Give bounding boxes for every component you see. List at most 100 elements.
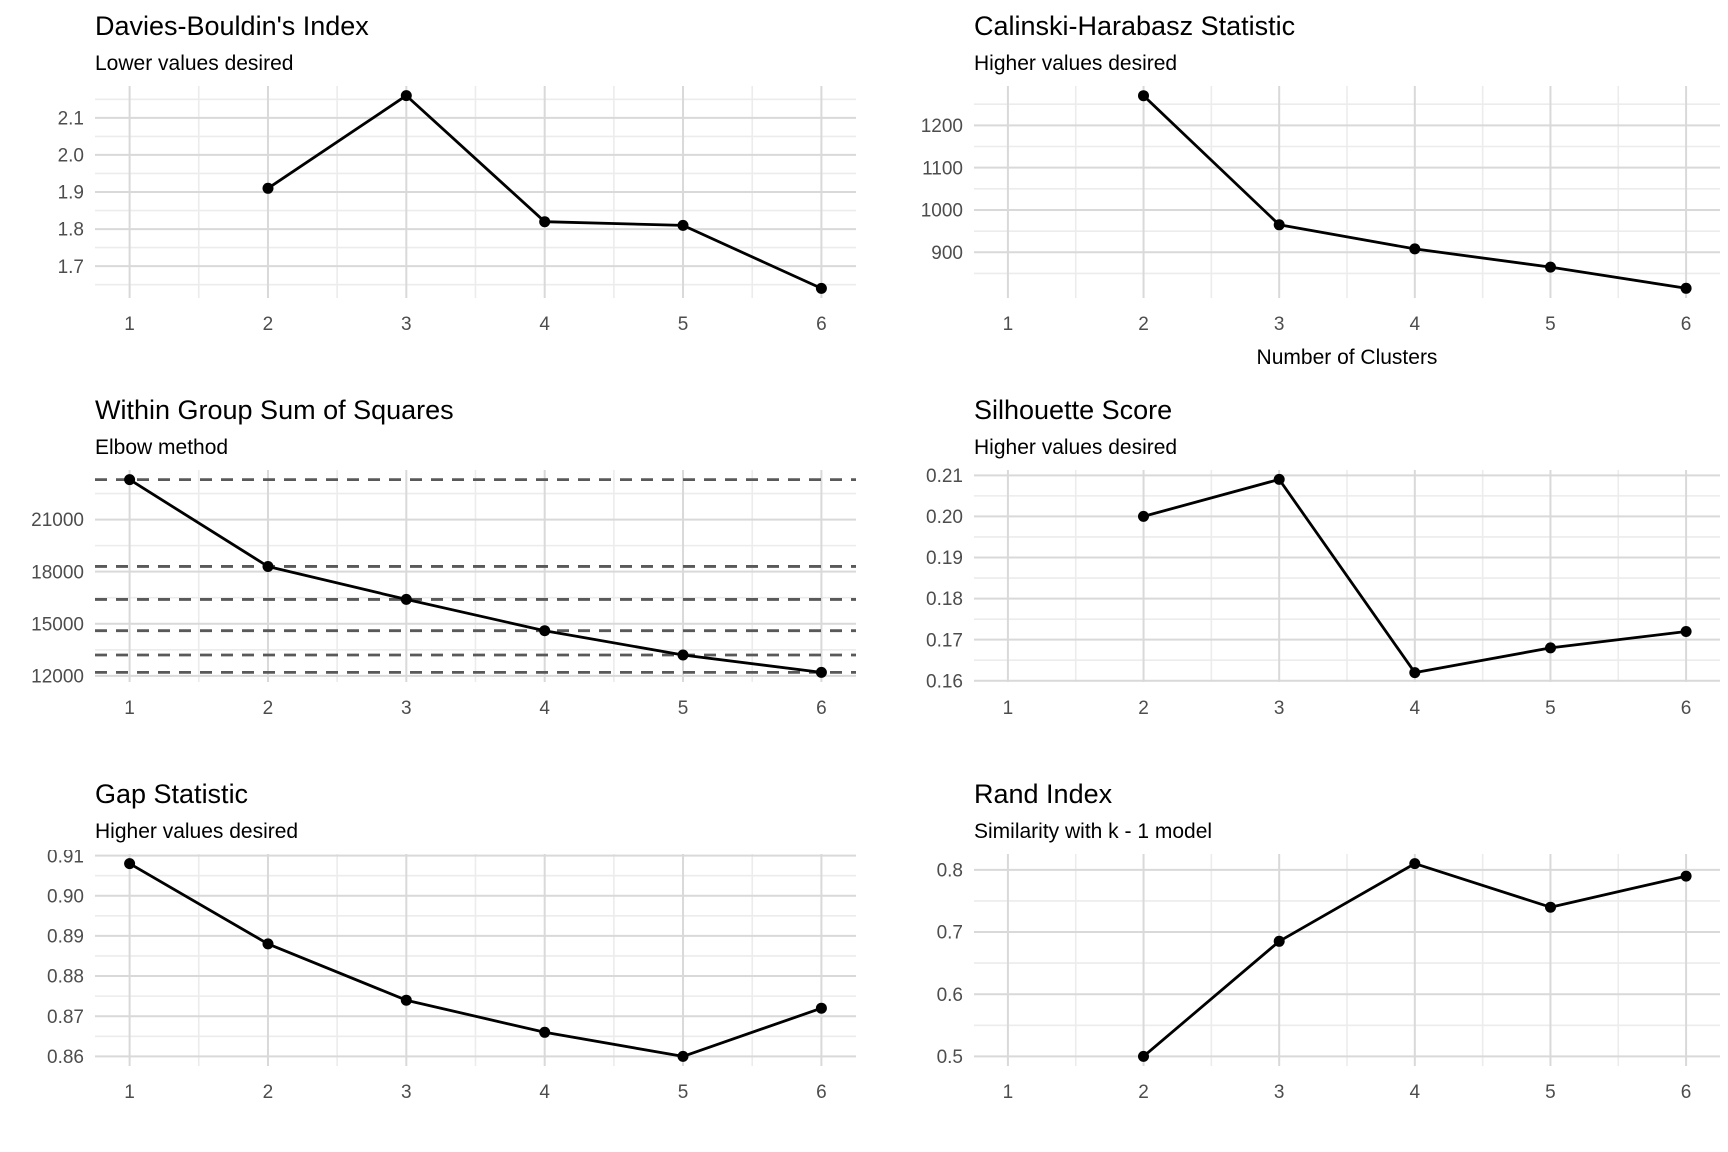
x-tick-label: 4 <box>539 698 550 719</box>
x-axis-tick-labels: 1 2 3 4 5 6 <box>124 698 826 719</box>
series-line <box>128 862 823 1058</box>
x-tick-label: 3 <box>401 698 412 719</box>
y-axis-tick-labels: 0.16 0.17 0.18 0.19 0.20 0.21 <box>926 466 963 692</box>
data-point <box>1680 625 1692 637</box>
wss-chart: 12000 15000 18000 21000 1 2 3 4 5 6 <box>31 469 856 719</box>
grid-minor <box>95 853 856 1066</box>
data-point <box>539 1026 551 1038</box>
data-point <box>1273 935 1285 947</box>
data-point <box>1545 261 1556 273</box>
data-point <box>815 666 827 678</box>
x-tick-label: 3 <box>401 314 412 335</box>
y-axis-tick-labels: 0.5 0.6 0.7 0.8 <box>937 860 963 1068</box>
chart-header: Gap Statistic Higher values desired <box>0 778 864 844</box>
data-point <box>677 219 689 231</box>
chart-header: Rand Index Similarity with k - 1 model <box>864 778 1728 844</box>
y-tick-label: 0.86 <box>47 1047 84 1068</box>
x-tick-label: 2 <box>263 314 274 335</box>
silhouette-chart: 0.16 0.17 0.18 0.19 0.20 0.21 1 2 3 4 5 6 <box>926 466 1720 719</box>
x-tick-label: 2 <box>263 1082 274 1103</box>
x-tick-label: 4 <box>539 1082 550 1103</box>
x-tick-label: 4 <box>1410 314 1421 335</box>
grid-major <box>974 85 1720 298</box>
x-axis-tick-labels: 1 2 3 4 5 6 <box>1003 314 1692 335</box>
chart-subtitle: Higher values desired <box>974 51 1178 75</box>
y-tick-label: 0.7 <box>937 923 963 944</box>
data-point <box>400 90 412 102</box>
chart-header: Within Group Sum of Squares Elbow method <box>0 394 864 460</box>
gap-statistic-chart: 0.86 0.87 0.88 0.89 0.90 0.91 1 2 3 4 5 6 <box>47 850 856 1103</box>
x-tick-label: 5 <box>678 314 689 335</box>
x-tick-label: 1 <box>1003 314 1014 335</box>
davies-bouldin-chart: 1.7 1.8 1.9 2.0 2.1 1 2 3 4 5 6 <box>58 85 856 335</box>
grid-major <box>974 469 1720 682</box>
data-point <box>1545 642 1556 654</box>
x-tick-label: 4 <box>1410 1082 1421 1103</box>
series-points <box>1138 858 1692 1062</box>
series-points <box>124 858 827 1062</box>
x-tick-label: 2 <box>263 698 274 719</box>
x-axis-tick-labels: 1 2 3 4 5 6 <box>124 1082 826 1103</box>
y-tick-label: 2.0 <box>58 146 84 167</box>
data-point <box>262 560 274 572</box>
chart-subtitle: Similarity with k - 1 model <box>974 819 1213 843</box>
y-axis-tick-labels: 12000 15000 18000 21000 <box>31 510 84 687</box>
y-tick-label: 18000 <box>31 562 84 583</box>
x-tick-label: 3 <box>401 1082 412 1103</box>
data-point <box>539 216 551 228</box>
chart-title: Gap Statistic <box>95 779 249 809</box>
data-point <box>1138 90 1149 102</box>
data-point <box>124 474 136 486</box>
y-tick-label: 0.89 <box>47 926 84 947</box>
chart-title: Calinski-Harabasz Statistic <box>974 11 1296 41</box>
data-point <box>1273 473 1285 485</box>
x-tick-label: 5 <box>678 698 689 719</box>
y-tick-label: 0.18 <box>926 589 963 610</box>
data-point <box>677 649 689 661</box>
chart-title: Within Group Sum of Squares <box>95 395 454 425</box>
davies-bouldin-panel: Davies-Bouldin's Index Lower values desi… <box>0 0 864 384</box>
gap-statistic-panel: Gap Statistic Higher values desired 0.86… <box>0 768 864 1152</box>
chart-subtitle: Higher values desired <box>95 819 299 843</box>
grid-minor <box>974 85 1720 298</box>
x-tick-label: 5 <box>678 1082 689 1103</box>
data-point <box>400 593 412 605</box>
y-tick-label: 900 <box>931 243 963 264</box>
x-axis-tick-labels: 1 2 3 4 5 6 <box>124 314 826 335</box>
y-axis-tick-labels: 900 1000 1100 1200 <box>921 116 963 264</box>
reference-dashed-lines <box>95 478 856 674</box>
x-tick-label: 1 <box>1003 1082 1014 1103</box>
series-points <box>1138 473 1692 679</box>
series-points <box>1138 90 1692 294</box>
y-tick-label: 2.1 <box>58 108 84 129</box>
data-point <box>1409 243 1421 255</box>
y-tick-label: 1000 <box>921 201 963 222</box>
grid-minor <box>95 85 856 298</box>
data-point <box>262 182 274 194</box>
y-tick-label: 0.19 <box>926 548 963 569</box>
y-tick-label: 0.5 <box>937 1047 963 1068</box>
grid-major <box>95 85 856 298</box>
data-point <box>1545 901 1556 913</box>
data-point <box>1138 1050 1149 1062</box>
y-tick-label: 1.8 <box>58 220 84 241</box>
y-tick-label: 0.90 <box>47 886 84 907</box>
chart-subtitle: Elbow method <box>95 435 229 459</box>
chart-header: Silhouette Score Higher values desired <box>864 394 1728 460</box>
y-axis-tick-labels: 1.7 1.8 1.9 2.0 2.1 <box>58 108 84 277</box>
x-tick-label: 2 <box>1138 698 1149 719</box>
grid-major <box>95 469 856 682</box>
x-axis-tick-labels: 1 2 3 4 5 6 <box>1003 698 1692 719</box>
y-tick-label: 0.17 <box>926 630 963 651</box>
y-tick-label: 0.6 <box>937 985 963 1006</box>
chart-title: Silhouette Score <box>974 395 1173 425</box>
x-axis-tick-labels: 1 2 3 4 5 6 <box>1003 1082 1692 1103</box>
x-tick-label: 6 <box>816 1082 827 1103</box>
data-point <box>400 994 412 1006</box>
rand-index-panel: Rand Index Similarity with k - 1 model 0… <box>864 768 1728 1152</box>
grid-minor <box>974 853 1720 1066</box>
calinski-harabasz-chart: 900 1000 1100 1200 1 2 3 4 5 6 Number of Clusters <box>921 85 1720 369</box>
grid-major <box>974 853 1720 1066</box>
data-point <box>1409 667 1421 679</box>
